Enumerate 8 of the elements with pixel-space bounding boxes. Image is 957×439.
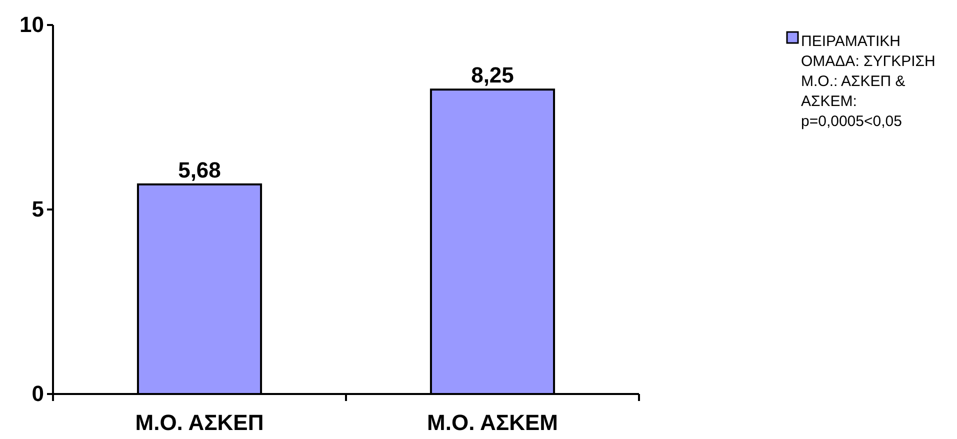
y-tick-label: 0: [32, 381, 44, 406]
x-tick-label: Μ.Ο. ΑΣΚΕΠ: [135, 410, 264, 435]
x-tick-label: Μ.Ο. ΑΣΚΕΜ: [427, 410, 558, 435]
y-tick-label: 10: [20, 12, 44, 38]
legend-label: ΠΕΙΡΑΜΑΤΙΚΗ ΟΜΑΔΑ: ΣΥΓΚΡΙΣΗ Μ.Ο.: ΑΣΚΕΠ & ΑΣΚΕΜ: p=0,0005<0,05: [801, 32, 936, 130]
data-label: 8,25: [471, 62, 514, 88]
y-tick-label: 5: [32, 196, 44, 222]
data-label: 5,68: [178, 157, 221, 182]
